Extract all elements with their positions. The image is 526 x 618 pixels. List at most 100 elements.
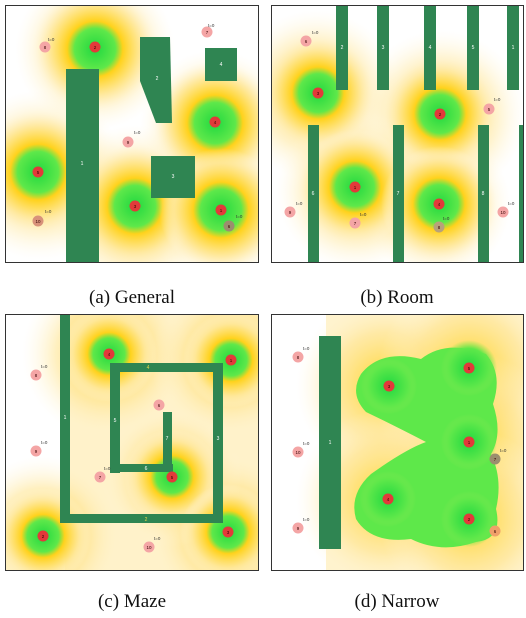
obstacle	[336, 5, 348, 90]
obstacle	[393, 125, 404, 263]
robot	[37, 530, 49, 542]
robot-label: 3	[227, 530, 230, 535]
obstacle-label: 4	[147, 365, 150, 371]
obstacle-label: 5	[472, 45, 475, 51]
obstacle	[213, 363, 223, 523]
obstacle	[110, 464, 173, 472]
robot	[39, 41, 51, 53]
obstacle	[467, 5, 479, 90]
robot	[89, 41, 101, 53]
robot	[292, 446, 304, 458]
caption-general: (a) General	[89, 287, 175, 308]
obstacle-label: 3	[217, 436, 220, 442]
robot	[103, 348, 115, 360]
robot	[225, 354, 237, 366]
robot-label: 8	[297, 355, 300, 360]
obstacle-label: 5	[114, 418, 117, 424]
obstacle	[205, 48, 237, 81]
time-tag: t=0	[41, 364, 48, 369]
robot-label: 2	[42, 534, 45, 539]
robot-label: 4	[438, 202, 441, 207]
robot-label: 9	[35, 449, 38, 454]
obstacle	[110, 363, 223, 372]
time-tag: t=0	[45, 209, 52, 214]
obstacle	[110, 363, 120, 473]
map-border	[271, 5, 524, 263]
robot-label: 5	[488, 107, 491, 112]
obstacle-label: 4	[429, 45, 432, 51]
robot	[153, 399, 165, 411]
robot	[215, 204, 227, 216]
robot-label: 2	[439, 112, 442, 117]
obstacle	[66, 69, 99, 263]
robot	[463, 436, 475, 448]
caption-narrow: (d) Narrow	[354, 591, 440, 612]
time-tag: t=0	[104, 466, 111, 471]
panel-maze: 1 2 3 4 5 6 7 1 2 3 4 5 6 7 t=0 8 t=0 9 …	[5, 314, 259, 571]
robot-label: 3	[134, 204, 137, 209]
caption-room: (b) Room	[360, 287, 434, 308]
robot-label: 8	[44, 45, 47, 50]
robot-label: 7	[494, 457, 497, 462]
panel-general: 1 2 3 4 1 2 3 4 5 6 t=0 7 8 9 t=0 10 t=0…	[5, 5, 259, 263]
robot-label: 9	[127, 140, 130, 145]
panel-narrow: 1 1 2 3 4 5 6 7 t=0 8 t=0 9 t=0 10 t=0	[271, 314, 524, 571]
panel-room: 2 3 4 5 1 6 7 8 1 2 3 4 5 t=0 6 t=0 7 t=…	[271, 5, 524, 263]
robot	[433, 221, 445, 233]
robot-label: 5	[468, 366, 471, 371]
map-border	[5, 314, 259, 571]
robot-label: 9	[297, 526, 300, 531]
panel-maze-map: 1 2 3 4 5 6 7 1 2 3 4 5 6 7 t=0 8 t=0 9 …	[5, 314, 259, 571]
obstacle	[60, 514, 223, 523]
robot	[383, 380, 395, 392]
robot	[94, 471, 106, 483]
robot-label: 6	[494, 529, 497, 534]
robot-label: 9	[289, 210, 292, 215]
time-tag: t=0	[208, 23, 215, 28]
map-border	[5, 5, 259, 263]
robot	[292, 351, 304, 363]
obstacle-label: 2	[145, 517, 148, 523]
coverage-region	[180, 484, 259, 571]
caption-maze: (c) Maze	[97, 591, 167, 612]
robot	[292, 522, 304, 534]
obstacle-label: 3	[382, 45, 385, 51]
time-tag: t=0	[303, 346, 310, 351]
time-tag: t=0	[508, 201, 515, 206]
time-tag: t=0	[48, 37, 55, 42]
robot	[223, 220, 235, 232]
time-tag: t=0	[443, 216, 450, 221]
robot	[489, 525, 501, 537]
obstacle-label: 6	[312, 191, 315, 197]
obstacle-label: 8	[482, 191, 485, 197]
robot-label: 6	[305, 39, 308, 44]
robot	[463, 513, 475, 525]
robot-label: 7	[206, 30, 209, 35]
time-tag: t=0	[312, 30, 319, 35]
panel-room-map: 2 3 4 5 1 6 7 8 1 2 3 4 5 t=0 6 t=0 7 t=…	[271, 5, 524, 263]
robot-label: 8	[35, 373, 38, 378]
obstacle-label: 2	[341, 45, 344, 51]
obstacle-label: 7	[166, 436, 169, 442]
robot	[433, 198, 445, 210]
obstacle-label: 7	[397, 191, 400, 197]
robot	[32, 166, 44, 178]
robot-label: 1	[468, 440, 471, 445]
robot-label: 7	[99, 475, 102, 480]
robot	[463, 362, 475, 374]
robot	[300, 35, 312, 47]
robot-label: 6	[228, 224, 231, 229]
robot-label: 2	[468, 517, 471, 522]
robot	[129, 200, 141, 212]
obstacle-label: 3	[172, 174, 175, 180]
robot	[166, 471, 178, 483]
robot	[382, 493, 394, 505]
time-tag: t=0	[360, 212, 367, 217]
obstacle	[60, 314, 70, 522]
robot-label: 5	[171, 475, 174, 480]
obstacle	[151, 156, 195, 198]
robot-label: 1	[354, 185, 357, 190]
robot	[222, 526, 234, 538]
map-border	[271, 314, 524, 571]
robot-label: 5	[37, 170, 40, 175]
